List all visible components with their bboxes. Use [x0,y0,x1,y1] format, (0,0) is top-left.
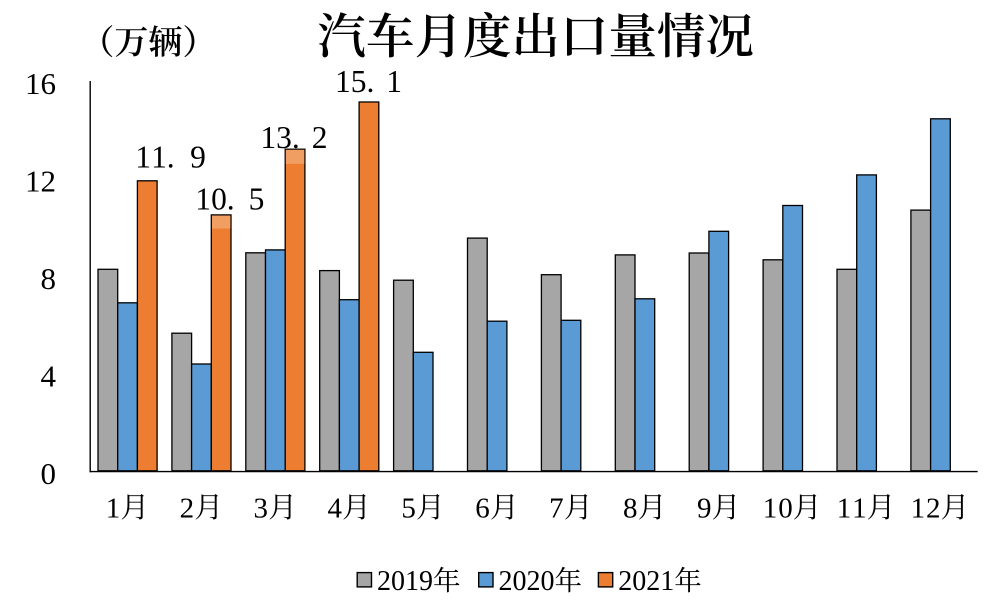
svg-text:11: 11 [837,492,867,524]
svg-text:8: 8 [41,261,57,296]
svg-text:11.9: 11.9 [135,140,206,175]
svg-text:6: 6 [475,492,490,524]
svg-text:15.1: 15.1 [335,64,402,99]
svg-text:0: 0 [41,456,57,491]
svg-text:12: 12 [25,164,56,199]
svg-text:2020: 2020 [499,566,555,597]
svg-text:10.5: 10.5 [195,182,264,217]
svg-text:7: 7 [549,492,564,524]
svg-text:2019: 2019 [377,566,433,597]
svg-text:4: 4 [41,358,57,393]
svg-text:4: 4 [327,492,342,524]
svg-text:1: 1 [106,492,121,524]
svg-text:5: 5 [401,492,416,524]
svg-text:10: 10 [763,492,793,524]
svg-text:2: 2 [180,492,195,524]
svg-text:9: 9 [697,492,712,524]
svg-text:13.2: 13.2 [260,120,327,155]
svg-text:16: 16 [25,66,56,101]
svg-text:3: 3 [254,492,269,524]
svg-text:12: 12 [911,492,941,524]
svg-text:8: 8 [623,492,638,524]
svg-text:2021: 2021 [618,566,674,597]
